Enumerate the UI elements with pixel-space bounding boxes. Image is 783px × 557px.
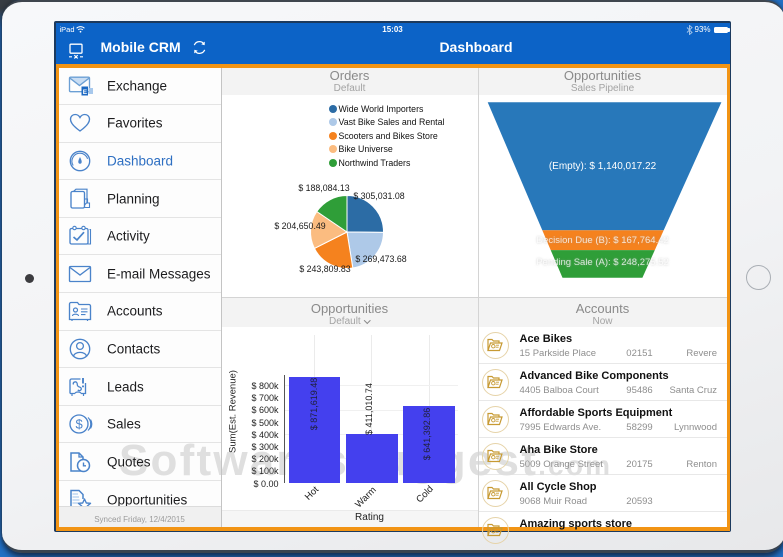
svg-text:$: $ (75, 417, 83, 432)
svg-text:E: E (82, 89, 87, 96)
